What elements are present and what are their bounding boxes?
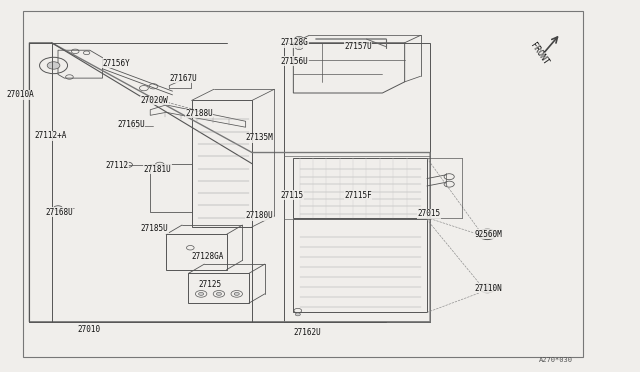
Text: 27010A: 27010A: [7, 90, 35, 99]
Circle shape: [480, 284, 495, 293]
Circle shape: [484, 286, 490, 290]
Text: 27185U: 27185U: [141, 224, 168, 233]
Text: 27010: 27010: [77, 325, 100, 334]
Circle shape: [484, 232, 491, 237]
Text: 27135M: 27135M: [246, 133, 273, 142]
Text: 27115F: 27115F: [344, 191, 372, 200]
Text: 27188U: 27188U: [185, 109, 213, 118]
Text: 27115: 27115: [280, 191, 304, 200]
Text: 27165U: 27165U: [117, 120, 145, 129]
Circle shape: [54, 206, 63, 211]
Circle shape: [295, 313, 300, 316]
Circle shape: [479, 229, 496, 240]
Text: 27181U: 27181U: [144, 165, 172, 174]
Text: 27180U: 27180U: [246, 211, 273, 220]
Text: 27020W: 27020W: [141, 96, 168, 105]
Text: FRONT: FRONT: [529, 41, 550, 67]
Text: 27015: 27015: [417, 209, 440, 218]
Text: 27110N: 27110N: [475, 284, 502, 293]
Text: 27128GA: 27128GA: [191, 252, 224, 261]
Text: 27157U: 27157U: [344, 42, 372, 51]
Bar: [284, 43, 430, 322]
Circle shape: [297, 38, 301, 40]
Circle shape: [198, 292, 204, 295]
Text: 27156Y: 27156Y: [102, 59, 131, 68]
Text: 27167U: 27167U: [170, 74, 197, 83]
Text: 27112: 27112: [106, 161, 129, 170]
Text: 27168U: 27168U: [45, 208, 73, 217]
Text: 92560M: 92560M: [475, 230, 502, 239]
Text: 27156U: 27156U: [280, 57, 308, 66]
Circle shape: [234, 292, 239, 295]
Circle shape: [47, 62, 60, 69]
Circle shape: [216, 292, 221, 295]
Text: 27128G: 27128G: [280, 38, 308, 47]
Text: A270*030: A270*030: [540, 357, 573, 363]
Circle shape: [298, 46, 300, 48]
Text: 27112+A: 27112+A: [35, 131, 67, 140]
Bar: [23, 11, 583, 357]
Text: 27162U: 27162U: [293, 328, 321, 337]
Text: 27125: 27125: [198, 280, 221, 289]
